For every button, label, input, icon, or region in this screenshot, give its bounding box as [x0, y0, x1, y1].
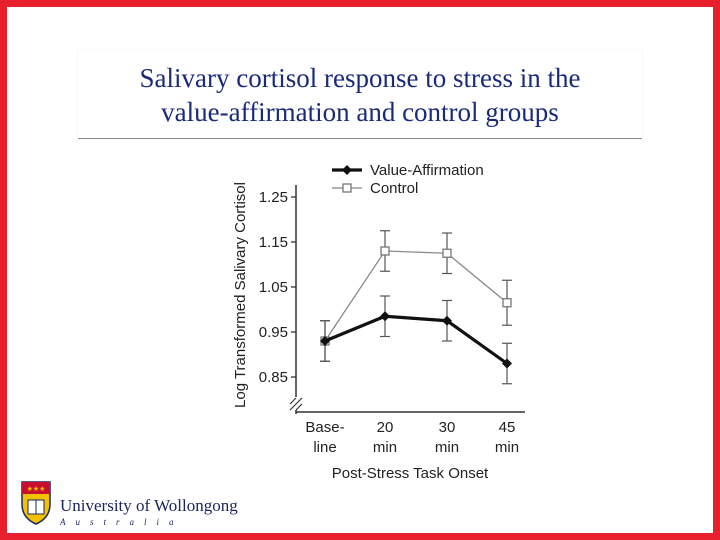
- y-axis-title: Log Transformed Salivary Cortisol: [232, 182, 249, 408]
- x-tick-label: 45: [499, 419, 516, 436]
- x-tick-label: Base-: [305, 419, 344, 436]
- x-tick-label: 30: [439, 419, 456, 436]
- university-name: University of Wollongong: [60, 496, 238, 515]
- crest-icon: ★★★: [21, 481, 51, 525]
- data-point: [442, 315, 452, 326]
- legend-label: Control: [370, 180, 418, 197]
- series-line: [324, 314, 508, 365]
- title-box: Salivary cortisol response to stress in …: [78, 50, 642, 139]
- y-tick-label: 0.85: [259, 369, 288, 386]
- legend-marker: [342, 183, 352, 193]
- slide-title-line-2: value-affirmation and control groups: [161, 97, 559, 127]
- legend-item: Value-Affirmation: [332, 162, 484, 179]
- y-tick-label: 1.05: [259, 279, 288, 296]
- data-point: [442, 248, 452, 258]
- x-tick-label: min: [373, 439, 397, 456]
- legend-label: Value-Affirmation: [370, 162, 484, 179]
- x-tick-label: min: [435, 439, 459, 456]
- data-point: [380, 311, 390, 322]
- university-logo: ★★★ University of Wollongong Australia: [20, 480, 240, 530]
- chart-axes: 1.25 1.15 1.05 0.95 0.85 Base-line 20 min 30 min 4…: [232, 182, 525, 482]
- university-subtitle: Australia: [60, 517, 184, 527]
- legend-item: Control: [332, 180, 418, 197]
- y-tick-label: 1.25: [259, 189, 288, 206]
- x-tick-label: 20: [377, 419, 394, 436]
- series-value-affirmation: [320, 295, 512, 385]
- svg-text:★★★: ★★★: [27, 485, 46, 493]
- legend-marker: [342, 165, 352, 175]
- series-line: [324, 250, 508, 342]
- slide-title-line-1: Salivary cortisol response to stress in …: [139, 63, 581, 93]
- series-control: [320, 230, 512, 362]
- data-point: [320, 336, 330, 346]
- y-tick-label: 1.15: [259, 234, 288, 251]
- x-axis-title: Post-Stress Task Onset: [332, 465, 489, 482]
- data-point: [502, 358, 512, 369]
- data-point: [502, 298, 512, 308]
- x-tick-label: line: [313, 439, 336, 456]
- x-tick-label: min: [495, 439, 519, 456]
- slide-title: Salivary cortisol response to stress in …: [78, 50, 642, 129]
- axis-break-icon: [289, 397, 303, 411]
- data-point: [380, 246, 390, 256]
- y-tick-label: 0.95: [259, 324, 288, 341]
- chart-series-layer: [320, 230, 512, 385]
